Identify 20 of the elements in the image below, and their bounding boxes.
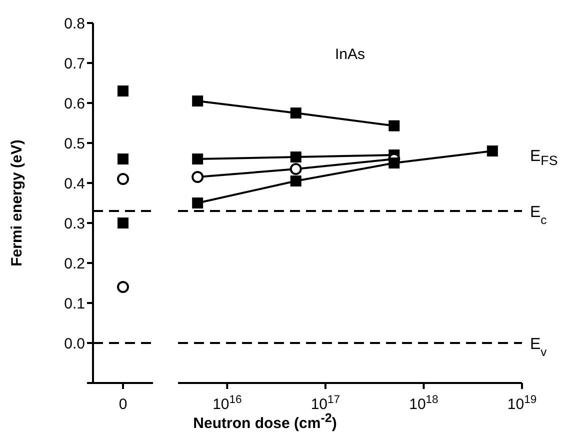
y-axis-title: Fermi energy (eV)	[8, 140, 26, 266]
y-tick-label: 0.4	[64, 175, 85, 192]
x-tick-label: 0	[118, 396, 128, 413]
ref-line-label: E$_{v}$	[530, 336, 547, 359]
x-tick-label: 10$^{17}$	[310, 394, 340, 413]
y-tick-label: 0.3	[64, 215, 85, 232]
y-tick-label: 0.0	[64, 335, 85, 352]
x-tick-label: 10$^{18}$	[409, 394, 438, 413]
y-tick-label: 0.6	[64, 95, 85, 112]
y-tick-label: 0.8	[64, 15, 85, 32]
y-tick-label: 0.1	[64, 295, 85, 312]
y-tick-label: 0.5	[64, 135, 85, 152]
text: E$_{FS}$	[530, 148, 558, 168]
y-tick-label: 0.2	[64, 255, 85, 272]
y-tick-label: 0.7	[64, 55, 85, 72]
ref-line-label: E$_{c}$	[530, 204, 547, 227]
x-tick-label: 10$^{16}$	[212, 394, 242, 413]
x-axis-title: Neutron dose (cm$^{-2}$)	[193, 411, 337, 432]
annotation: InAs	[334, 46, 365, 63]
x-tick-label: 10$^{19}$	[507, 394, 537, 413]
